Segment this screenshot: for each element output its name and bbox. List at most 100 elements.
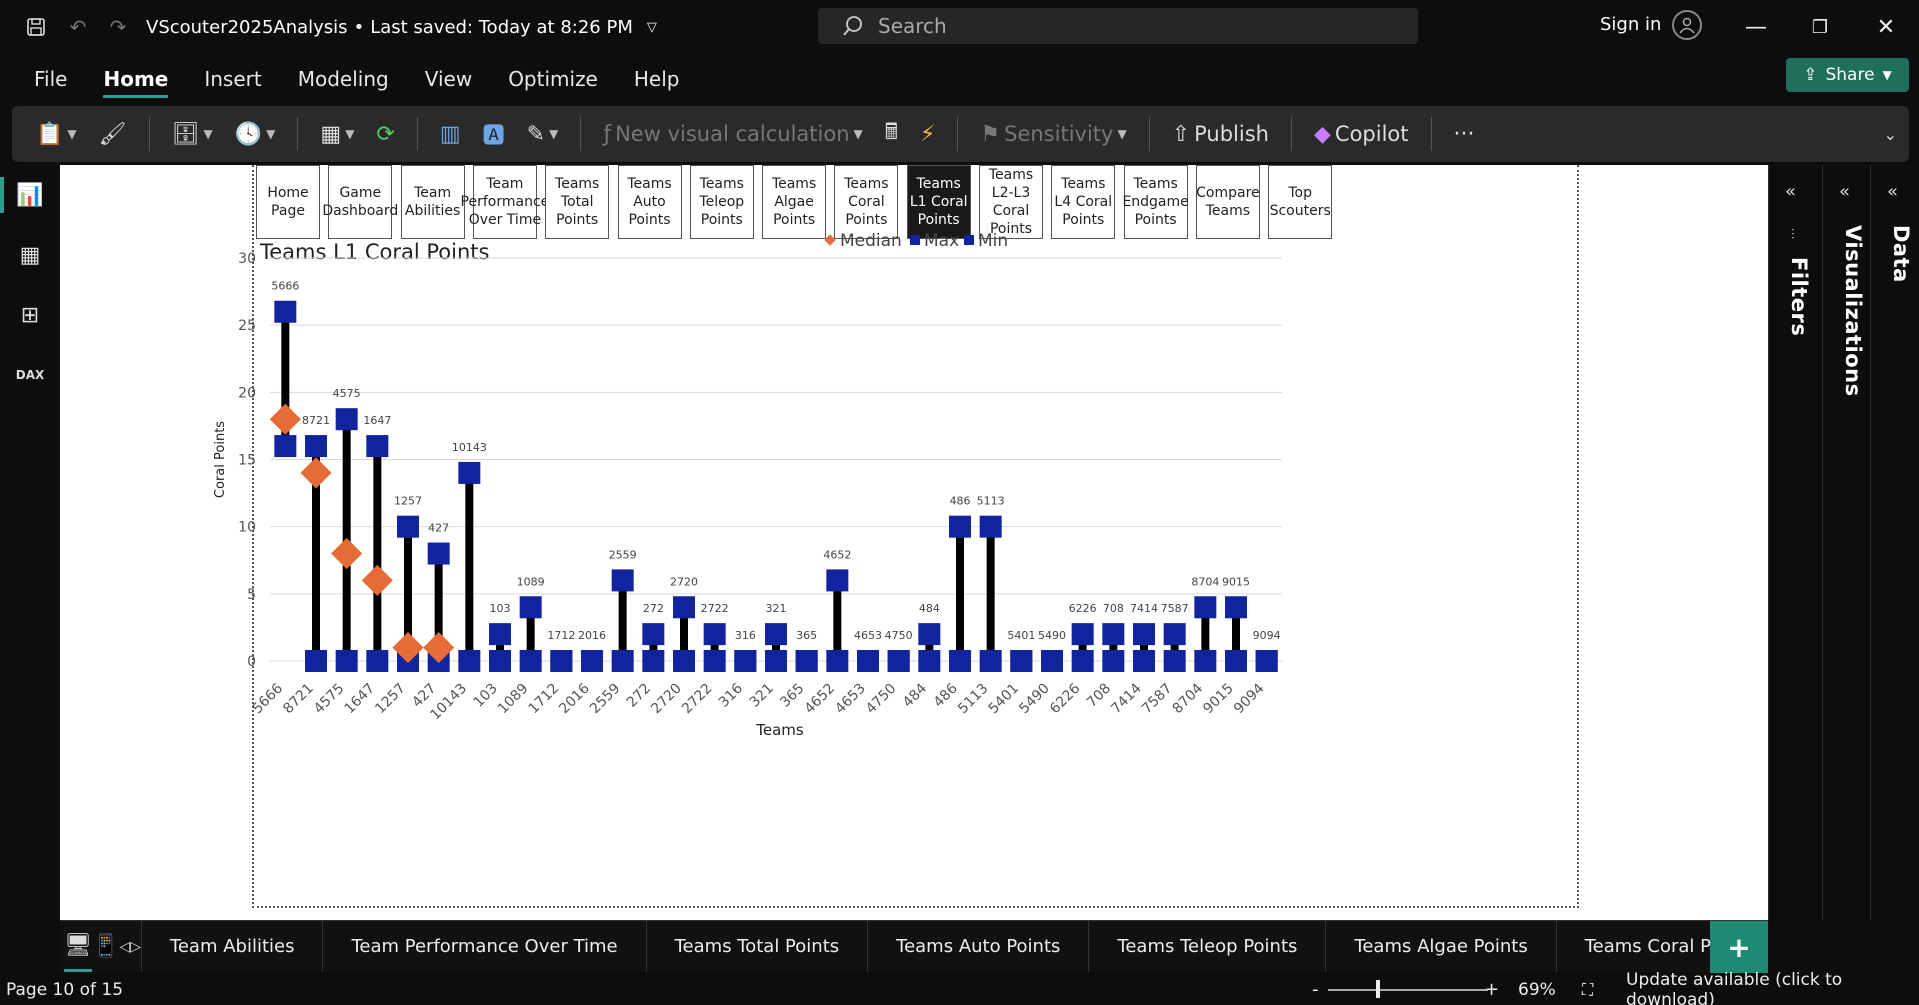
- avatar[interactable]: [1672, 10, 1702, 40]
- nav-button-teams-auto-points[interactable]: Teams Auto Points: [617, 165, 682, 239]
- publish-button[interactable]: ⇧ Publish: [1172, 114, 1269, 154]
- expand-visualizations-icon[interactable]: «: [1839, 181, 1851, 202]
- calculation-icon: ƒ: [603, 121, 612, 147]
- menu-file[interactable]: File: [34, 67, 68, 91]
- nav-button-teams-l2-l3-coral-points[interactable]: Teams L2-L3 Coral Points: [979, 165, 1043, 239]
- database-icon: 🗄: [171, 121, 200, 147]
- nav-button-teams-total-points[interactable]: Teams Total Points: [545, 165, 610, 239]
- table-view-button[interactable]: ▦: [0, 225, 60, 285]
- x-tick-label: 2016: [556, 680, 593, 717]
- saved-status: Last saved: Today at 8:26 PM: [370, 16, 633, 38]
- tab-teams-auto-points[interactable]: Teams Auto Points: [867, 921, 1088, 972]
- tab-teams-teleop-points[interactable]: Teams Teleop Points: [1088, 921, 1325, 972]
- tab-teams-total-points[interactable]: Teams Total Points: [645, 921, 868, 972]
- nav-button-home-page[interactable]: Home Page: [256, 165, 320, 239]
- save-icon[interactable]: [18, 9, 54, 45]
- data-label: 1257: [394, 495, 422, 508]
- report-view-button[interactable]: 📊: [0, 165, 60, 225]
- nav-button-teams-teleop-points[interactable]: Teams Teleop Points: [689, 165, 754, 239]
- get-data-button[interactable]: 🗄 ▼: [171, 121, 213, 147]
- menu-view[interactable]: View: [424, 67, 473, 91]
- min-point: [949, 650, 971, 672]
- expand-filters-icon[interactable]: «: [1785, 181, 1797, 202]
- tab-team-performance-over-time[interactable]: Team Performance Over Time: [322, 921, 645, 972]
- previous-page-arrow[interactable]: ◁: [119, 938, 131, 955]
- tab-team-abilities[interactable]: Team Abilities: [140, 921, 323, 972]
- update-available-link[interactable]: Update available (click to download): [1626, 969, 1843, 1005]
- model-view-button[interactable]: ⊞: [0, 285, 60, 345]
- max-point: [366, 435, 389, 458]
- nav-button-teams-l1-coral-points[interactable]: Teams L1 Coral Points: [906, 165, 971, 239]
- nav-button-teams-algae-points[interactable]: Teams Algae Points: [762, 165, 827, 239]
- add-page-button[interactable]: +: [1710, 921, 1768, 973]
- menu-home[interactable]: Home: [103, 54, 168, 104]
- ribbon-separator: [1148, 117, 1150, 151]
- nav-button-compare-teams[interactable]: Compare Teams: [1195, 165, 1260, 239]
- nav-button-team-abilities[interactable]: Team Abilities: [400, 165, 465, 239]
- collapse-ribbon-button[interactable]: ⌄: [1884, 114, 1897, 154]
- mobile-layout-button[interactable]: 📱: [92, 921, 119, 972]
- menu-help[interactable]: Help: [633, 67, 680, 91]
- nav-button-team-performance-over-time[interactable]: Team Performance Over Time: [461, 165, 549, 239]
- new-visual-button[interactable]: ▥: [440, 114, 461, 154]
- menu-optimize[interactable]: Optimize: [508, 67, 598, 91]
- nav-button-game-dashboard[interactable]: Game Dashboard: [322, 165, 398, 239]
- x-tick-label: 7414: [1108, 680, 1145, 717]
- more-visuals-button[interactable]: ✎ ▼: [526, 121, 559, 147]
- minimize-icon[interactable]: —: [1745, 14, 1767, 40]
- tab-teams-algae-points[interactable]: Teams Algae Points: [1325, 921, 1555, 972]
- view-switcher: 📊 ▦ ⊞ DAX: [0, 165, 60, 920]
- median-point: [300, 457, 332, 489]
- transform-data-button[interactable]: ▦ ▼: [320, 121, 355, 147]
- document-title[interactable]: VScouter2025Analysis • Last saved: Today…: [146, 17, 657, 38]
- more-options-button[interactable]: ···: [1454, 114, 1475, 154]
- fit-to-page-icon[interactable]: ⛶: [1582, 979, 1594, 999]
- recent-sources-button[interactable]: 🕓 ▼: [234, 121, 276, 147]
- min-point: [979, 650, 1002, 672]
- desktop-layout-button[interactable]: 🖥: [64, 921, 92, 972]
- visualizations-pane[interactable]: « Visualizations: [1822, 165, 1870, 920]
- menu-modeling[interactable]: Modeling: [297, 67, 389, 91]
- lollipop-chart[interactable]: 0 5 10 15 20 25 30 Coral Points Teams Median Max Mi…: [60, 165, 1768, 920]
- next-page-arrow[interactable]: ▷: [130, 938, 141, 955]
- zoom-out-button[interactable]: -: [1312, 979, 1319, 1000]
- data-pane[interactable]: « Data: [1870, 165, 1919, 920]
- menu-insert[interactable]: Insert: [204, 67, 262, 91]
- new-measure-button[interactable]: 🖩: [885, 114, 898, 154]
- copilot-label: Copilot: [1334, 122, 1409, 146]
- nav-button-top-scouters[interactable]: Top Scouters: [1268, 165, 1333, 239]
- max-point: [611, 569, 634, 592]
- max-point: [1071, 623, 1094, 646]
- copilot-button[interactable]: ◆ Copilot: [1314, 114, 1409, 154]
- zoom-slider-thumb[interactable]: [1376, 980, 1380, 998]
- max-point: [918, 623, 941, 646]
- chevron-down-icon: ⌄: [1883, 124, 1897, 144]
- new-visual-calculation-button[interactable]: ƒ New visual calculation ▼: [603, 121, 863, 147]
- format-painter-button[interactable]: 🖌: [99, 114, 127, 154]
- sensitivity-button[interactable]: ⚑ Sensitivity ▼: [980, 121, 1127, 147]
- x-tick-label: 2720: [648, 681, 685, 718]
- search-input[interactable]: Search: [818, 8, 1418, 44]
- refresh-button[interactable]: ⟳: [376, 114, 394, 154]
- zoom-slider[interactable]: [1328, 989, 1488, 991]
- restore-icon[interactable]: ❐: [1811, 16, 1829, 38]
- nav-button-teams-coral-points[interactable]: Teams Coral Points: [834, 165, 899, 239]
- legend-marker-min: [964, 235, 974, 245]
- filters-pane[interactable]: « ⫶ Filters: [1768, 165, 1822, 920]
- paste-button[interactable]: 📋 ▼: [36, 121, 77, 147]
- expand-data-icon[interactable]: «: [1887, 181, 1899, 202]
- quick-measure-button[interactable]: ⚡: [920, 114, 935, 154]
- search-icon: [843, 16, 862, 36]
- redo-icon[interactable]: ↷: [109, 15, 127, 39]
- text-box-button[interactable]: 🅰: [483, 114, 505, 154]
- nav-button-teams-endgame-points[interactable]: Teams Endgame Points: [1122, 165, 1189, 239]
- close-icon[interactable]: ✕: [1876, 14, 1896, 40]
- nav-button-teams-l4-coral-points[interactable]: Teams L4 Coral Points: [1051, 165, 1116, 239]
- share-button[interactable]: ⇪ Share ▼: [1786, 58, 1909, 92]
- undo-icon[interactable]: ↶: [69, 15, 87, 39]
- zoom-level[interactable]: 69%: [1518, 979, 1556, 1000]
- zoom-in-button[interactable]: +: [1484, 979, 1500, 1000]
- sign-in-link[interactable]: Sign in: [1600, 14, 1662, 35]
- dax-query-view-button[interactable]: DAX: [0, 345, 60, 405]
- x-tick-label: 321: [747, 681, 777, 711]
